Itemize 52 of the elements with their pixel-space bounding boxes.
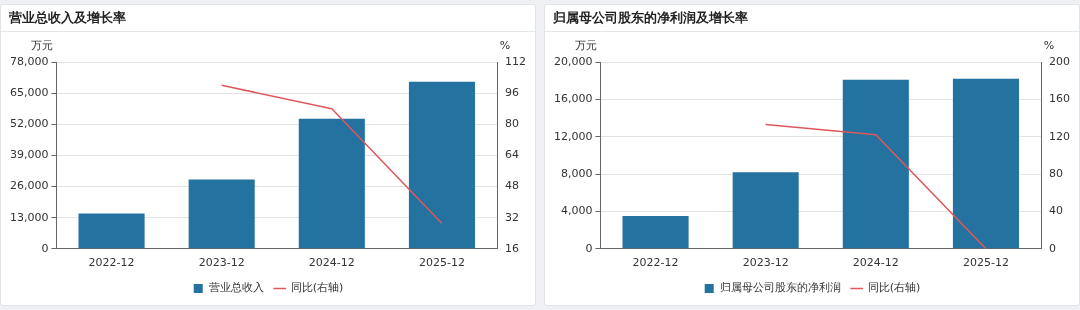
y-tick-label: 16,000 bbox=[553, 92, 593, 106]
y-tick-label: 65,000 bbox=[9, 85, 49, 99]
y2-tick-label: 120 bbox=[1049, 129, 1070, 143]
x-tick-label: 2022-12 bbox=[88, 256, 135, 270]
y-tick-label: 0 bbox=[41, 241, 49, 255]
bar bbox=[78, 213, 145, 249]
x-tick-label: 2025-12 bbox=[418, 256, 465, 270]
y-tick-label: 52,000 bbox=[9, 117, 49, 131]
x-tick-label: 2022-12 bbox=[632, 256, 679, 270]
chart-title: 营业总收入及增长率 bbox=[1, 5, 535, 32]
y-tick-label: 13,000 bbox=[9, 210, 49, 224]
y2-axis-title: % bbox=[499, 39, 511, 53]
x-tick-label: 2024-12 bbox=[308, 256, 355, 270]
legend-label: 同比(右轴) bbox=[867, 281, 921, 295]
x-tick-label: 2025-12 bbox=[962, 256, 1009, 270]
y-tick-label: 26,000 bbox=[9, 179, 49, 193]
x-tick-label: 2023-12 bbox=[198, 256, 245, 270]
y-tick-label: 39,000 bbox=[9, 148, 49, 162]
y-tick-label: 0 bbox=[585, 241, 593, 255]
chart-title: 归属母公司股东的净利润及增长率 bbox=[545, 5, 1079, 32]
y2-tick-label: 64 bbox=[505, 148, 519, 162]
y-tick-label: 20,000 bbox=[553, 54, 593, 68]
y2-tick-label: 32 bbox=[505, 210, 519, 224]
y2-tick-label: 0 bbox=[1049, 241, 1056, 255]
bar bbox=[622, 216, 689, 249]
y2-tick-label: 96 bbox=[505, 85, 519, 99]
y2-tick-label: 80 bbox=[505, 117, 519, 131]
x-tick-label: 2024-12 bbox=[852, 256, 899, 270]
y-tick-label: 4,000 bbox=[560, 204, 593, 218]
y-tick-label: 78,000 bbox=[9, 54, 49, 68]
bar bbox=[952, 78, 1019, 249]
y2-tick-label: 200 bbox=[1049, 54, 1070, 68]
y2-tick-label: 48 bbox=[505, 179, 519, 193]
y-axis-title: 万元 bbox=[31, 39, 54, 53]
y2-tick-label: 16 bbox=[505, 241, 519, 255]
y2-tick-label: 80 bbox=[1049, 166, 1063, 180]
bar bbox=[842, 79, 909, 249]
legend-label: 归属母公司股东的净利润 bbox=[720, 281, 842, 295]
y2-tick-label: 112 bbox=[505, 54, 526, 68]
y2-tick-label: 40 bbox=[1049, 204, 1063, 218]
bar bbox=[188, 179, 255, 249]
y-tick-label: 8,000 bbox=[560, 166, 593, 180]
y2-axis-title: % bbox=[1043, 39, 1055, 53]
bar bbox=[732, 172, 799, 249]
x-tick-label: 2023-12 bbox=[742, 256, 789, 270]
y-tick-label: 12,000 bbox=[553, 129, 593, 143]
y-axis-title: 万元 bbox=[575, 39, 598, 53]
bar bbox=[408, 81, 475, 249]
legend-label: 营业总收入 bbox=[209, 281, 265, 295]
legend-label: 同比(右轴) bbox=[290, 281, 344, 295]
bar bbox=[298, 118, 365, 249]
y2-tick-label: 160 bbox=[1049, 92, 1070, 106]
